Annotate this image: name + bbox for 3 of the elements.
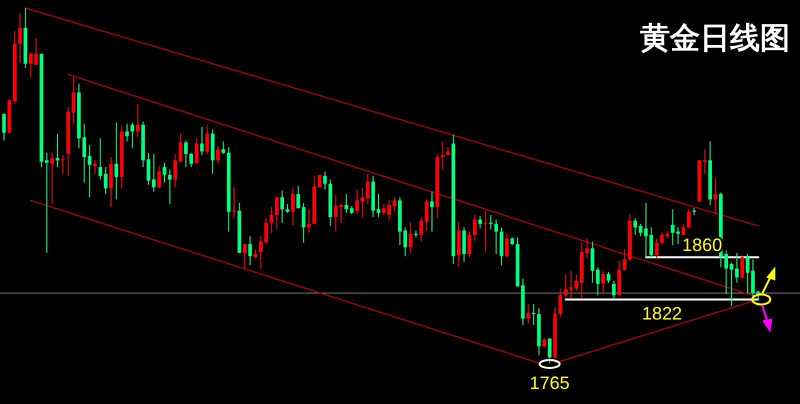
annotation: 1765 (530, 373, 570, 393)
annotation: 1822 (642, 303, 682, 324)
text: 黄金日线图 (640, 21, 790, 56)
